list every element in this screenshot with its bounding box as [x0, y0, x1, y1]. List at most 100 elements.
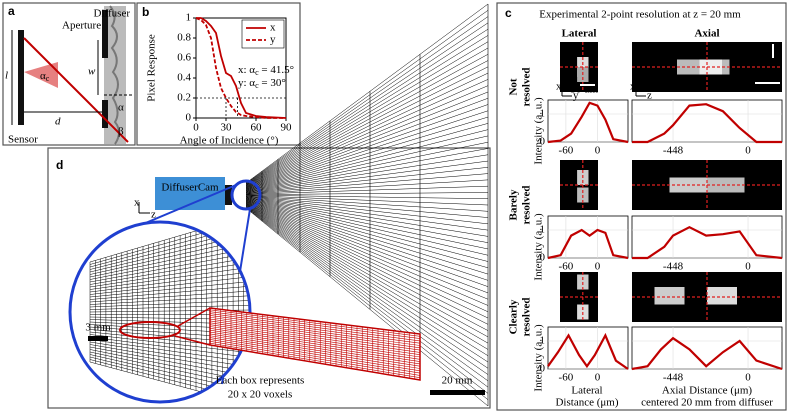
fan-line	[245, 16, 489, 184]
x-tick-label: 0	[745, 261, 751, 273]
label: α	[118, 102, 124, 114]
x-tick-label: -448	[663, 372, 684, 384]
x-tick-label: 0	[595, 261, 601, 273]
fan-line	[245, 196, 489, 218]
legend-label: y	[270, 34, 276, 46]
fan-line	[245, 179, 489, 195]
axis-label: x	[134, 197, 140, 209]
fan-line	[245, 141, 489, 192]
zoom-bg	[70, 222, 250, 402]
fan-line	[245, 41, 489, 186]
diffuser-texture	[109, 5, 120, 145]
fan-line	[245, 205, 489, 369]
fan-line	[245, 116, 489, 191]
label: Diffuser	[94, 8, 131, 20]
fan-line	[245, 201, 489, 313]
label: l	[5, 70, 8, 82]
column-header: Lateral	[562, 28, 597, 40]
annotation-part: c	[255, 68, 259, 77]
scale-label: 50 um	[740, 44, 768, 56]
y-axis-label: Pixel Response	[146, 34, 158, 102]
y-tick-label: 0.8	[177, 32, 191, 44]
aperture-stop	[102, 100, 108, 128]
fan-line	[245, 35, 489, 186]
row-label: Barely	[508, 189, 520, 220]
x-axis-label: centered 20 mm from diffuser	[641, 397, 773, 409]
y-tick-label: 0	[540, 136, 546, 148]
scale-bar	[88, 336, 108, 341]
label: d	[55, 116, 61, 128]
x-tick-label: 60	[251, 122, 263, 134]
fan-line	[245, 85, 489, 189]
panel-label: d	[56, 158, 63, 172]
plot-frame	[631, 99, 783, 143]
scale-label: 50 um	[570, 84, 598, 96]
intensity-line	[631, 336, 783, 371]
psf-spot	[707, 177, 745, 193]
fan-line	[245, 79, 489, 188]
axis-label: x	[630, 81, 636, 93]
row-label: resolved	[521, 298, 533, 337]
y-tick-label: 0	[540, 252, 546, 264]
fan-line	[245, 203, 489, 338]
fan-line	[245, 206, 489, 388]
fan-line	[245, 205, 489, 375]
fan-line	[245, 200, 489, 287]
intensity-line	[547, 228, 629, 260]
intensity-line	[547, 332, 629, 370]
fan-line	[245, 197, 489, 243]
fan-line	[245, 207, 489, 394]
x-axis-label: Distance (μm)	[555, 397, 618, 409]
scale-bar	[430, 390, 485, 395]
psf-spot	[707, 287, 737, 305]
intensity-line	[547, 101, 629, 144]
aperture-stop	[102, 10, 108, 58]
x-tick-label: 0	[595, 145, 601, 157]
panel-c-frame	[496, 2, 787, 411]
y-tick-label: 1	[540, 108, 546, 120]
label: β	[118, 126, 124, 138]
fan-line	[245, 10, 489, 184]
panel-d-frame	[47, 147, 491, 409]
fan-line	[245, 104, 489, 190]
row-label: Not	[508, 78, 520, 95]
x-tick-label: -60	[559, 145, 574, 157]
x-tick-label: 90	[281, 122, 293, 134]
fan-line	[245, 72, 489, 188]
scale-bar	[755, 82, 780, 84]
fan-line	[245, 198, 489, 262]
fan-line	[245, 167, 489, 194]
fan-line	[245, 199, 489, 275]
fan-line	[245, 207, 489, 400]
caption: 20 x 20 voxels	[228, 389, 292, 401]
x-tick-label: -448	[663, 261, 684, 273]
column-header: Axial	[694, 28, 719, 40]
y-axis-label: Intensity (a. u.)	[533, 324, 545, 392]
x-axis-label: Axial Distance (μm)	[662, 385, 753, 397]
annotation-part: = 41.5°	[259, 64, 294, 76]
fan-line	[245, 123, 489, 191]
panel-label: a	[8, 4, 15, 18]
zoom-circle	[230, 179, 262, 211]
fan-line	[245, 199, 489, 281]
y-tick-label: 1	[186, 12, 192, 24]
y-tick-label: 0.2	[177, 92, 191, 104]
panel-b-frame	[136, 2, 301, 146]
annotation-part: y: α	[238, 77, 255, 89]
row-label: Clearly	[508, 299, 520, 334]
series-line	[196, 17, 287, 119]
fan-line	[245, 197, 489, 237]
plot-frame	[195, 17, 287, 119]
fan-line	[245, 66, 489, 188]
fan-line	[245, 199, 489, 269]
fan-line	[245, 129, 489, 192]
label: α	[40, 70, 46, 82]
psf-spot	[654, 287, 685, 305]
panel-label: c	[505, 6, 512, 20]
plot-frame	[631, 215, 783, 259]
legend-label: x	[270, 22, 276, 34]
voxel-ellipse	[119, 321, 181, 339]
fan-line	[245, 204, 489, 356]
y-tick-label: 0	[540, 363, 546, 375]
